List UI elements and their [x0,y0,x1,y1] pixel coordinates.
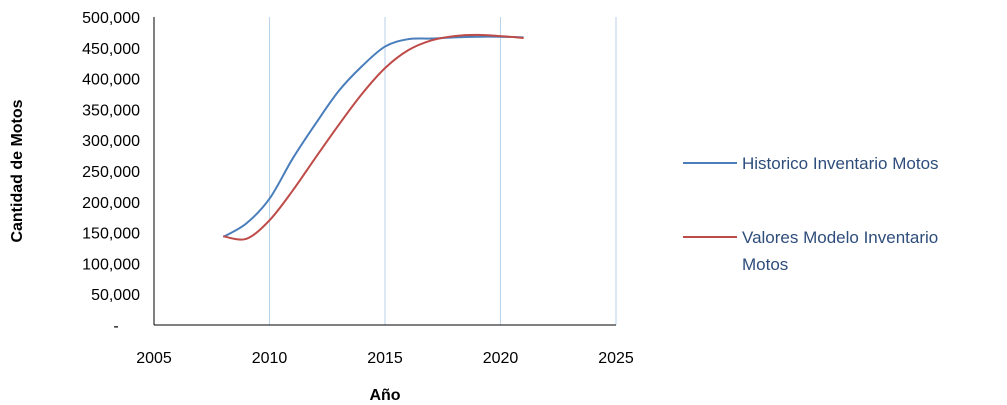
y-tick-label: 350,000 [82,102,140,119]
grid-lines [269,17,617,325]
series-line-historico [222,35,524,238]
series-lines [222,33,524,241]
y-tick-label: 450,000 [82,41,140,58]
x-tick-label: 2020 [483,350,519,367]
y-tick-labels: - 50,000 100,000 150,000 200,000 250,000 300,0… [82,10,140,335]
y-axis-title: Cantidad de Motos [9,99,26,242]
x-tick-label: 2005 [136,350,172,367]
axes [153,17,616,326]
legend: Historico Inventario Motos Valores Model… [683,154,943,274]
x-tick-labels: 2005 2010 2015 2020 2025 [136,350,634,367]
y-tick-label: 200,000 [82,195,140,212]
y-tick-label: 50,000 [91,287,140,304]
x-tick-label: 2015 [367,350,403,367]
legend-label-historico: Historico Inventario Motos [742,154,939,173]
legend-label-modelo: Valores Modelo Inventario Motos [742,228,943,274]
x-tick-label: 2025 [598,350,634,367]
x-axis-title: Año [369,387,400,404]
y-tick-label: 100,000 [82,256,140,273]
y-tick-label: 150,000 [82,226,140,243]
y-tick-label: 400,000 [82,72,140,89]
y-tick-label: 300,000 [82,133,140,150]
x-tick-label: 2010 [252,350,288,367]
y-tick-label: - [113,318,118,335]
series-line-modelo [223,33,524,241]
y-tick-label: 500,000 [82,10,140,27]
y-tick-label: 250,000 [82,164,140,181]
